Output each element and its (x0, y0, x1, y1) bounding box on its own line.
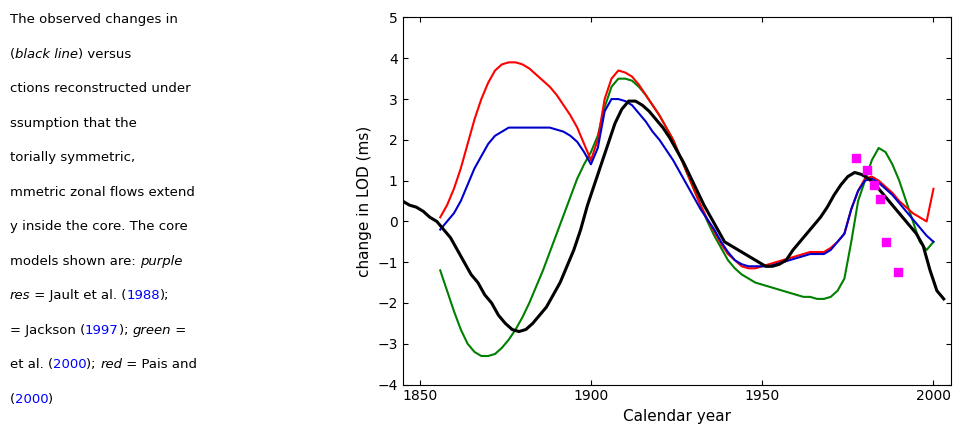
Text: =: = (171, 324, 186, 337)
Y-axis label: change in LOD (ms): change in LOD (ms) (357, 125, 371, 277)
Text: models shown are:: models shown are: (10, 255, 140, 268)
Point (877, 238, 892, 245)
Text: purple: purple (140, 255, 182, 268)
X-axis label: Calendar year: Calendar year (622, 409, 730, 424)
Text: = Jackson (: = Jackson ( (10, 324, 85, 337)
Text: ): ) (48, 393, 53, 406)
Text: torially symmetric,: torially symmetric, (10, 151, 135, 164)
Text: 1988: 1988 (126, 289, 160, 302)
Text: 2000: 2000 (52, 358, 86, 371)
Text: ) versus: ) versus (78, 48, 131, 61)
Text: black line: black line (15, 48, 78, 61)
Text: );: ); (118, 324, 133, 337)
Point (889, 269, 904, 276)
Text: = Pais and: = Pais and (122, 358, 197, 371)
Text: red: red (100, 358, 122, 371)
Text: green: green (133, 324, 171, 337)
Text: ctions reconstructed under: ctions reconstructed under (10, 82, 190, 95)
Text: = Jault et al. (: = Jault et al. ( (30, 289, 126, 302)
Point (872, 195, 888, 202)
Text: (: ( (10, 393, 15, 406)
Text: res: res (10, 289, 30, 302)
Point (848, 155, 863, 162)
Text: y inside the core. The core: y inside the core. The core (10, 220, 187, 233)
Text: 1997: 1997 (85, 324, 118, 337)
Text: (: ( (10, 48, 15, 61)
Point (865, 181, 881, 188)
Point (858, 167, 873, 174)
Text: 2000: 2000 (15, 393, 48, 406)
Text: ssumption that the: ssumption that the (10, 117, 137, 130)
Text: The observed changes in: The observed changes in (10, 13, 177, 26)
Text: et al. (: et al. ( (10, 358, 52, 371)
Text: );: ); (160, 289, 170, 302)
Text: mmetric zonal flows extend: mmetric zonal flows extend (10, 186, 195, 199)
Text: );: ); (86, 358, 100, 371)
